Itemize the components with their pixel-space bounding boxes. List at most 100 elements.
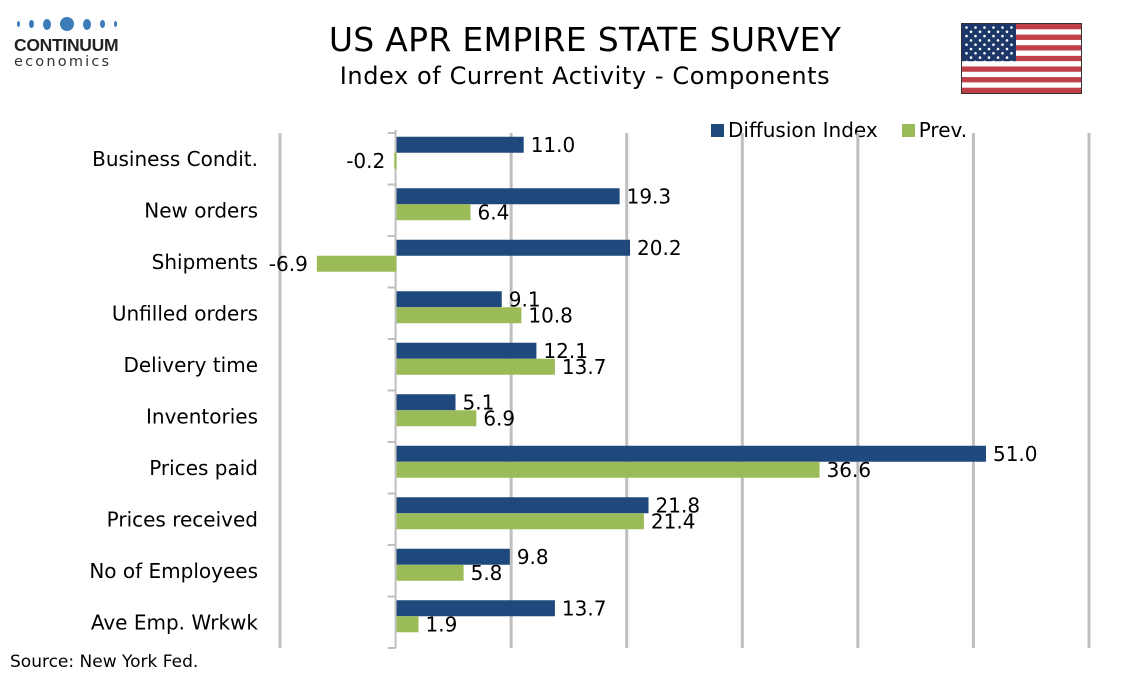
logo-tagline: economics <box>14 54 112 70</box>
data-label-prev: 21.4 <box>651 509 696 533</box>
chart-title: US APR EMPIRE STATE SURVEY <box>328 20 842 59</box>
data-label-prev: -0.2 <box>346 149 385 173</box>
bar-prev <box>396 358 555 375</box>
flag-star <box>1005 30 1009 34</box>
bar-diffusion-index <box>396 497 649 514</box>
flag-star <box>1010 26 1013 29</box>
flag-star <box>996 30 1000 34</box>
bar-diffusion-index <box>396 342 537 359</box>
flag-star <box>983 26 986 29</box>
flag-star <box>992 52 995 55</box>
category-label: Prices received <box>107 507 258 531</box>
flag-stripe <box>962 29 1081 35</box>
us-flag-icon <box>961 23 1082 94</box>
data-label-prev: 6.9 <box>483 406 515 430</box>
flag-star <box>996 56 1000 59</box>
flag-star <box>983 52 986 55</box>
data-label-diffusion-index: 13.7 <box>562 596 607 620</box>
bar-prev <box>394 152 397 169</box>
flag-star <box>1001 34 1004 38</box>
data-label-prev: 5.8 <box>471 561 503 585</box>
bar-prev <box>396 564 464 581</box>
flag-star <box>992 26 995 29</box>
flag-stripe <box>962 50 1081 57</box>
category-label: Unfilled orders <box>112 301 258 325</box>
flag-star <box>987 56 991 59</box>
flag-star <box>978 30 982 34</box>
bar-prev <box>396 307 522 324</box>
chart-legend: Diffusion Index Prev. <box>711 118 991 142</box>
legend-item-prev: Prev. <box>901 118 968 142</box>
flag-star <box>965 34 968 38</box>
flag-stripe <box>962 77 1081 83</box>
flag-star <box>1005 39 1009 42</box>
bar-diffusion-index <box>396 394 456 411</box>
category-label: Ave Emp. Wrkwk <box>91 610 259 634</box>
flag-star <box>974 52 977 55</box>
data-label-prev: -6.9 <box>269 252 308 276</box>
legend-label: Prev. <box>918 118 968 142</box>
flag-star <box>978 39 982 42</box>
category-label: Business Condit. <box>92 147 258 171</box>
data-label-prev: 13.7 <box>562 355 607 379</box>
bar-prev <box>396 461 820 478</box>
flag-star <box>1010 52 1013 55</box>
data-label-prev: 6.4 <box>478 200 510 224</box>
flag-stripe <box>962 82 1081 88</box>
flag-star <box>1001 43 1004 46</box>
flag-star <box>996 39 1000 42</box>
flag-star <box>992 43 995 46</box>
data-label-diffusion-index: 20.2 <box>637 236 682 260</box>
category-label: Prices paid <box>149 456 258 480</box>
logo-brand: CONTINUUM <box>14 35 119 55</box>
flag-star <box>974 43 977 46</box>
category-label: New orders <box>144 198 258 222</box>
flag-star <box>974 34 977 38</box>
flag-star <box>1010 43 1013 46</box>
data-label-prev: 10.8 <box>528 303 573 327</box>
logo-dots-icon <box>14 14 134 34</box>
flag-star <box>969 39 973 42</box>
legend-item-diffusion-index: Diffusion Index <box>711 118 878 142</box>
flag-star <box>1001 60 1004 64</box>
flag-star <box>1005 47 1009 51</box>
category-label: No of Employees <box>89 559 258 583</box>
legend-swatch-diffusion-index <box>711 123 724 137</box>
flag-star <box>974 26 977 29</box>
data-label-diffusion-index: 11.0 <box>531 133 576 157</box>
bar-diffusion-index <box>396 600 555 617</box>
flag-canton <box>962 24 1016 62</box>
bar-diffusion-index <box>396 239 631 256</box>
bar-prev <box>316 255 397 272</box>
flag-star <box>1005 56 1009 59</box>
continuum-economics-logo: CONTINUUM economics <box>14 14 134 70</box>
flag-star <box>987 39 991 42</box>
flag-star <box>1010 34 1013 38</box>
bar-diffusion-index <box>396 445 986 462</box>
data-label-diffusion-index: 51.0 <box>993 442 1038 466</box>
flag-star <box>978 47 982 51</box>
data-label-prev: 1.9 <box>426 612 458 636</box>
bar-diffusion-index <box>396 548 510 565</box>
bar-prev <box>396 410 477 427</box>
flag-stripe <box>962 55 1081 62</box>
flag-stripe <box>962 87 1081 93</box>
flag-star <box>978 56 982 59</box>
flag-star <box>992 34 995 38</box>
flag-stripe <box>962 34 1081 41</box>
category-label: Shipments <box>152 250 258 274</box>
flag-star <box>983 34 986 38</box>
flag-stripe <box>962 66 1081 73</box>
bar-diffusion-index <box>396 136 524 153</box>
flag-star <box>1010 60 1013 64</box>
legend-swatch-prev <box>901 123 915 137</box>
flag-stripe <box>962 45 1081 51</box>
flag-star <box>987 30 991 34</box>
flag-star <box>974 60 977 64</box>
data-label-diffusion-index: 21.8 <box>656 493 701 517</box>
flag-star <box>965 26 968 29</box>
flag-star <box>983 43 986 46</box>
flag-star <box>1001 26 1004 29</box>
flag-star <box>987 47 991 51</box>
